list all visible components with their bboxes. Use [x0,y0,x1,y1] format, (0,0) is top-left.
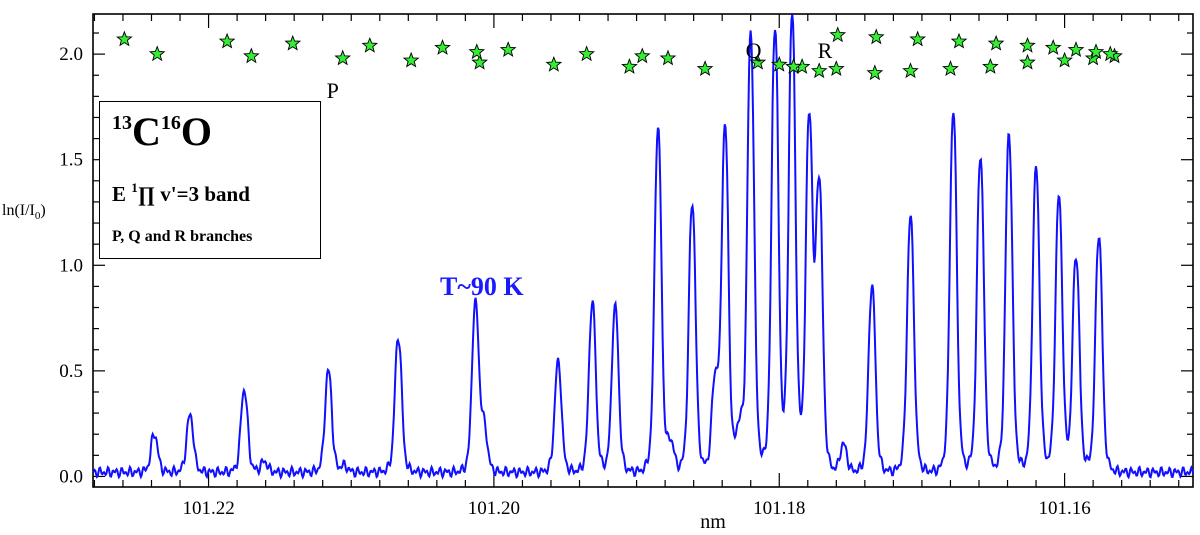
branch-annotations: P Q R [327,38,833,103]
branch-label-r: R [818,38,833,63]
oxygen-mass-number: 16 [160,112,181,134]
branch-label-p: P [327,78,339,103]
plot-border [92,13,1194,488]
temperature-label: T~90 K [440,272,524,301]
star-marker [1101,45,1119,62]
star-marker [499,41,517,58]
star-marker [402,51,420,68]
y-axis-title-main: ln(I/I [2,202,35,219]
axis-ticks [93,14,1193,487]
y-axis-title-sub: 0 [34,210,41,223]
star-marker [218,32,236,49]
star-marker [471,53,488,70]
branch-label-q: Q [746,38,762,63]
star-marker [785,58,802,74]
x-tick-label: 101.16 [1038,498,1090,519]
star-marker [770,55,788,72]
star-marker [659,49,677,66]
electronic-state: E 1∏ v'=3 band [112,180,250,207]
star-marker [1019,53,1036,70]
x-axis-title: nm [700,511,726,533]
axis-tick-labels: 101.22 101.20 101.18 101.16 0.0 0.5 1.0 1.5 2.0 [59,44,1090,519]
oxygen-symbol: O [180,109,213,154]
star-marker [828,60,845,77]
star-marker [334,49,352,66]
star-marker [361,36,379,53]
star-marker [1019,36,1036,53]
star-marker [987,34,1005,51]
branches-text: P, Q and R branches [112,228,253,245]
x-tick-label: 101.20 [468,498,520,519]
star-marker [578,45,595,62]
molecule-legend-box: 13C16O E 1∏ v'=3 band P, Q and R branche… [99,101,321,259]
spectrum-series-layer [92,14,1194,481]
star-marker [1056,51,1073,68]
y-axis-title-close: ) [40,202,46,219]
star-marker [116,30,133,47]
star-marker [867,28,885,45]
star-marker [950,32,968,49]
plot-frame [92,13,1194,488]
x-tick-label: 101.18 [753,498,805,519]
star-marker [749,53,767,70]
y-tick-label: 1.0 [59,255,83,276]
star-marker [243,47,260,64]
star-marker [284,34,302,51]
state-prefix: E [112,182,132,206]
star-marker [1044,39,1062,55]
y-tick-label: 1.5 [59,150,83,171]
y-tick-label: 2.0 [59,44,83,65]
star-marker [1087,43,1105,60]
star-marker [148,45,166,62]
carbon-mass-number: 13 [112,112,132,134]
star-marker [902,62,919,79]
star-markers-layer [116,26,1123,81]
star-marker [866,64,884,81]
star-marker [621,58,638,74]
star-marker [696,60,714,77]
carbon-symbol: C [132,109,161,154]
y-axis-title: ln(I/I0) [2,202,46,222]
star-marker [829,26,847,43]
state-multiplicity: 1 [131,180,138,195]
y-tick-label: 0.0 [59,466,83,487]
y-tick-label: 0.5 [59,361,83,382]
star-marker [942,60,959,77]
star-marker [1067,41,1085,58]
molecule-formula: 13C16O [112,112,212,152]
x-tick-label: 101.22 [182,498,234,519]
star-marker [545,55,563,72]
star-marker [982,58,999,74]
star-marker [468,43,486,60]
star-marker [909,30,927,47]
spectrum-line [92,14,1194,481]
star-marker [634,47,651,64]
star-marker [810,62,828,79]
star-marker [434,39,451,55]
state-suffix: ∏ v'=3 band [137,182,250,206]
